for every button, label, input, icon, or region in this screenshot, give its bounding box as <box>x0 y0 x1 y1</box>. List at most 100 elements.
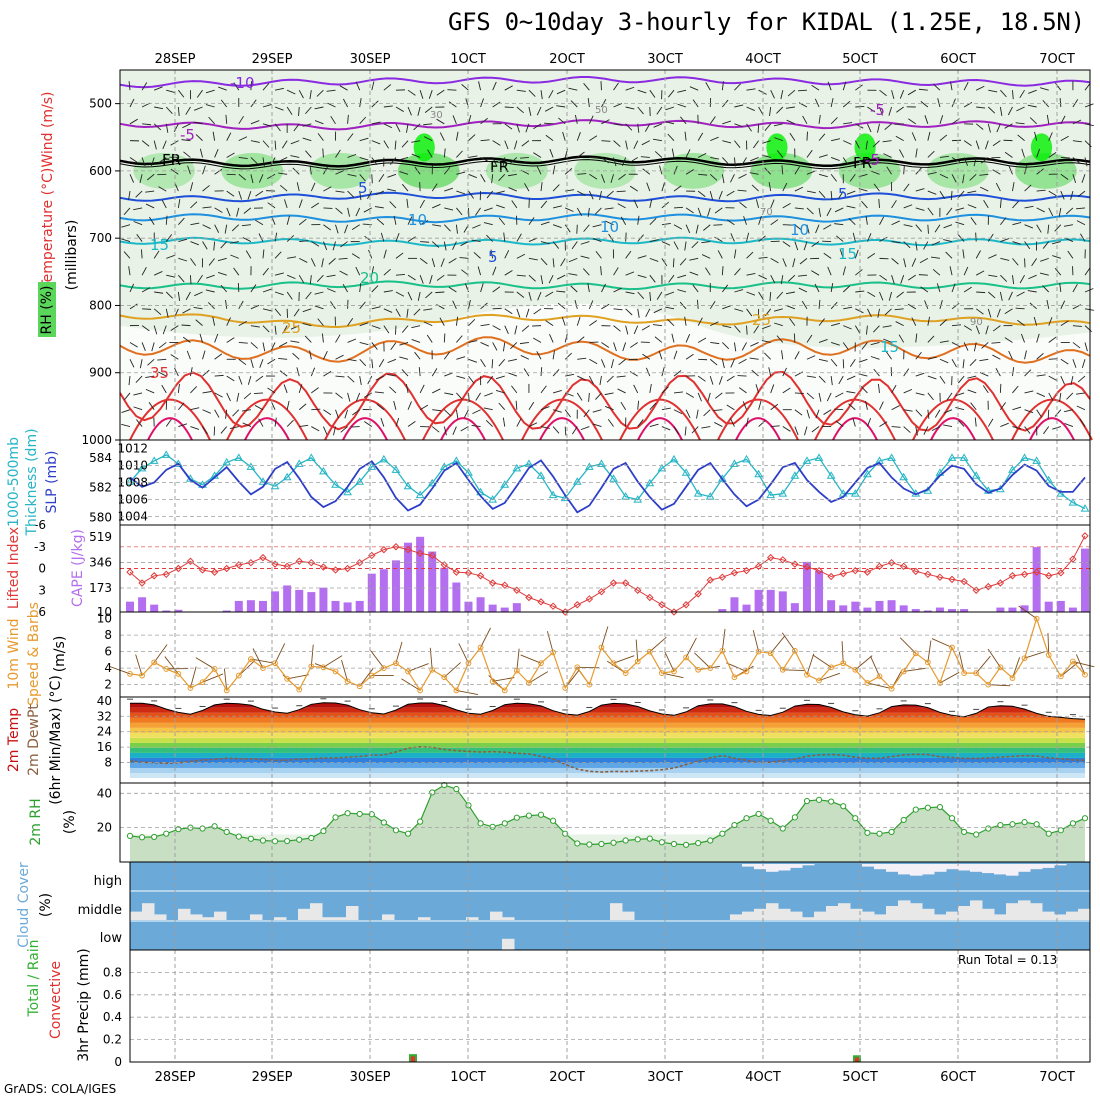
wind-barb <box>962 249 965 259</box>
wind10m-barb <box>958 651 965 674</box>
wind-barb <box>250 325 260 328</box>
wind-barb <box>826 207 832 217</box>
wind-barb <box>298 106 300 117</box>
lifted-index-point <box>440 561 449 569</box>
wind-barb <box>250 359 254 369</box>
lifted-index-point <box>537 598 545 606</box>
wind-barb <box>908 118 917 125</box>
wind-barb <box>911 317 917 326</box>
wind-barb <box>298 218 307 226</box>
wind10m-point <box>658 670 665 676</box>
wind-barb <box>406 123 409 133</box>
wind-barb <box>949 266 953 276</box>
wind-barb <box>656 106 663 115</box>
wind-tick-label: 10 <box>97 612 112 626</box>
wind-barb <box>955 221 965 226</box>
rh2m-point <box>924 804 931 811</box>
wind-barb <box>677 289 687 293</box>
wind10m-barb <box>1047 632 1050 655</box>
wind-barb <box>129 359 135 368</box>
wind-barb <box>843 306 853 310</box>
wind-barb <box>142 123 152 126</box>
wind-barb <box>419 90 424 99</box>
wind-barb <box>461 84 469 91</box>
wind-barb <box>886 351 892 360</box>
lifted-index-point <box>706 576 714 584</box>
wind-tick-label: 8 <box>104 628 112 642</box>
wind-barb <box>710 157 720 160</box>
wind10m-point <box>441 674 448 681</box>
wind-barb <box>710 342 720 345</box>
wind-barb <box>988 89 998 93</box>
wind-barb <box>170 354 179 360</box>
wind-barb <box>903 204 913 209</box>
wind-barb <box>761 140 771 144</box>
wind10m-point <box>393 660 399 667</box>
slp-tick-label: 1004 <box>117 510 148 524</box>
wind-barb <box>133 221 143 226</box>
wind-barb <box>709 190 714 200</box>
wind-barb <box>637 123 640 133</box>
wind-barb <box>709 116 716 125</box>
wind-barb <box>843 325 852 330</box>
wind-barb <box>576 336 585 343</box>
wind-barb <box>173 123 179 133</box>
wind-barb <box>1012 182 1015 192</box>
wind-barb <box>936 283 941 293</box>
wind-barb <box>751 184 759 192</box>
wind-barb <box>927 207 934 216</box>
wind-barb <box>1028 274 1037 280</box>
wind-barb <box>335 409 339 419</box>
wind-barb <box>417 106 421 116</box>
wind-barb <box>730 174 735 183</box>
cape-bar <box>234 600 243 612</box>
cape-tick-label: 10 <box>97 605 112 619</box>
wind-barb <box>1012 385 1019 394</box>
cloud-clear-high <box>742 864 755 867</box>
wind-barb <box>332 241 336 251</box>
wind-barb <box>165 215 168 225</box>
wind-barb <box>230 254 239 259</box>
wind10m-barb <box>520 654 542 664</box>
wind-barb <box>950 81 953 91</box>
wind-barb <box>705 82 711 91</box>
precip-tick-label: 0 <box>114 1055 122 1069</box>
wind-barb <box>431 368 438 377</box>
wind-barb <box>649 423 659 427</box>
rh2m-point <box>284 837 291 845</box>
wind-barb <box>616 190 626 193</box>
cape-bar <box>271 591 280 612</box>
thickness-point <box>863 469 872 478</box>
wind-barb <box>973 342 977 352</box>
wind10m-point <box>562 685 569 691</box>
wind-barb <box>468 340 478 343</box>
wind-barb <box>552 205 562 209</box>
cloud-clear-middle <box>622 911 635 920</box>
wind-barb <box>967 375 977 379</box>
wind-barb <box>129 157 138 163</box>
wind-barb <box>335 224 339 234</box>
wind-barb <box>943 409 953 414</box>
wind10m-point <box>997 664 1004 671</box>
wind-barb <box>1077 375 1086 383</box>
wind-barb <box>1024 409 1034 414</box>
wind-barb <box>673 391 683 394</box>
wind-barb <box>764 308 772 317</box>
rh2m-point <box>719 830 726 837</box>
cape-bar <box>935 607 944 612</box>
wind10m-barb <box>407 663 429 672</box>
wind-barb <box>468 115 472 124</box>
wind-barb <box>557 302 566 310</box>
wind-barb <box>939 155 949 158</box>
wind-barb <box>734 308 744 312</box>
temp-band <box>130 767 1085 773</box>
wind-barb <box>486 190 494 199</box>
lifted-index-point <box>573 601 581 609</box>
lifted-index-point <box>259 553 267 562</box>
wind-barb <box>588 190 594 200</box>
wind-barb <box>684 426 687 436</box>
wind-barb <box>637 400 640 410</box>
wind-barb <box>502 342 506 352</box>
wind-barb <box>238 375 243 385</box>
wind10m-barb <box>310 644 314 667</box>
